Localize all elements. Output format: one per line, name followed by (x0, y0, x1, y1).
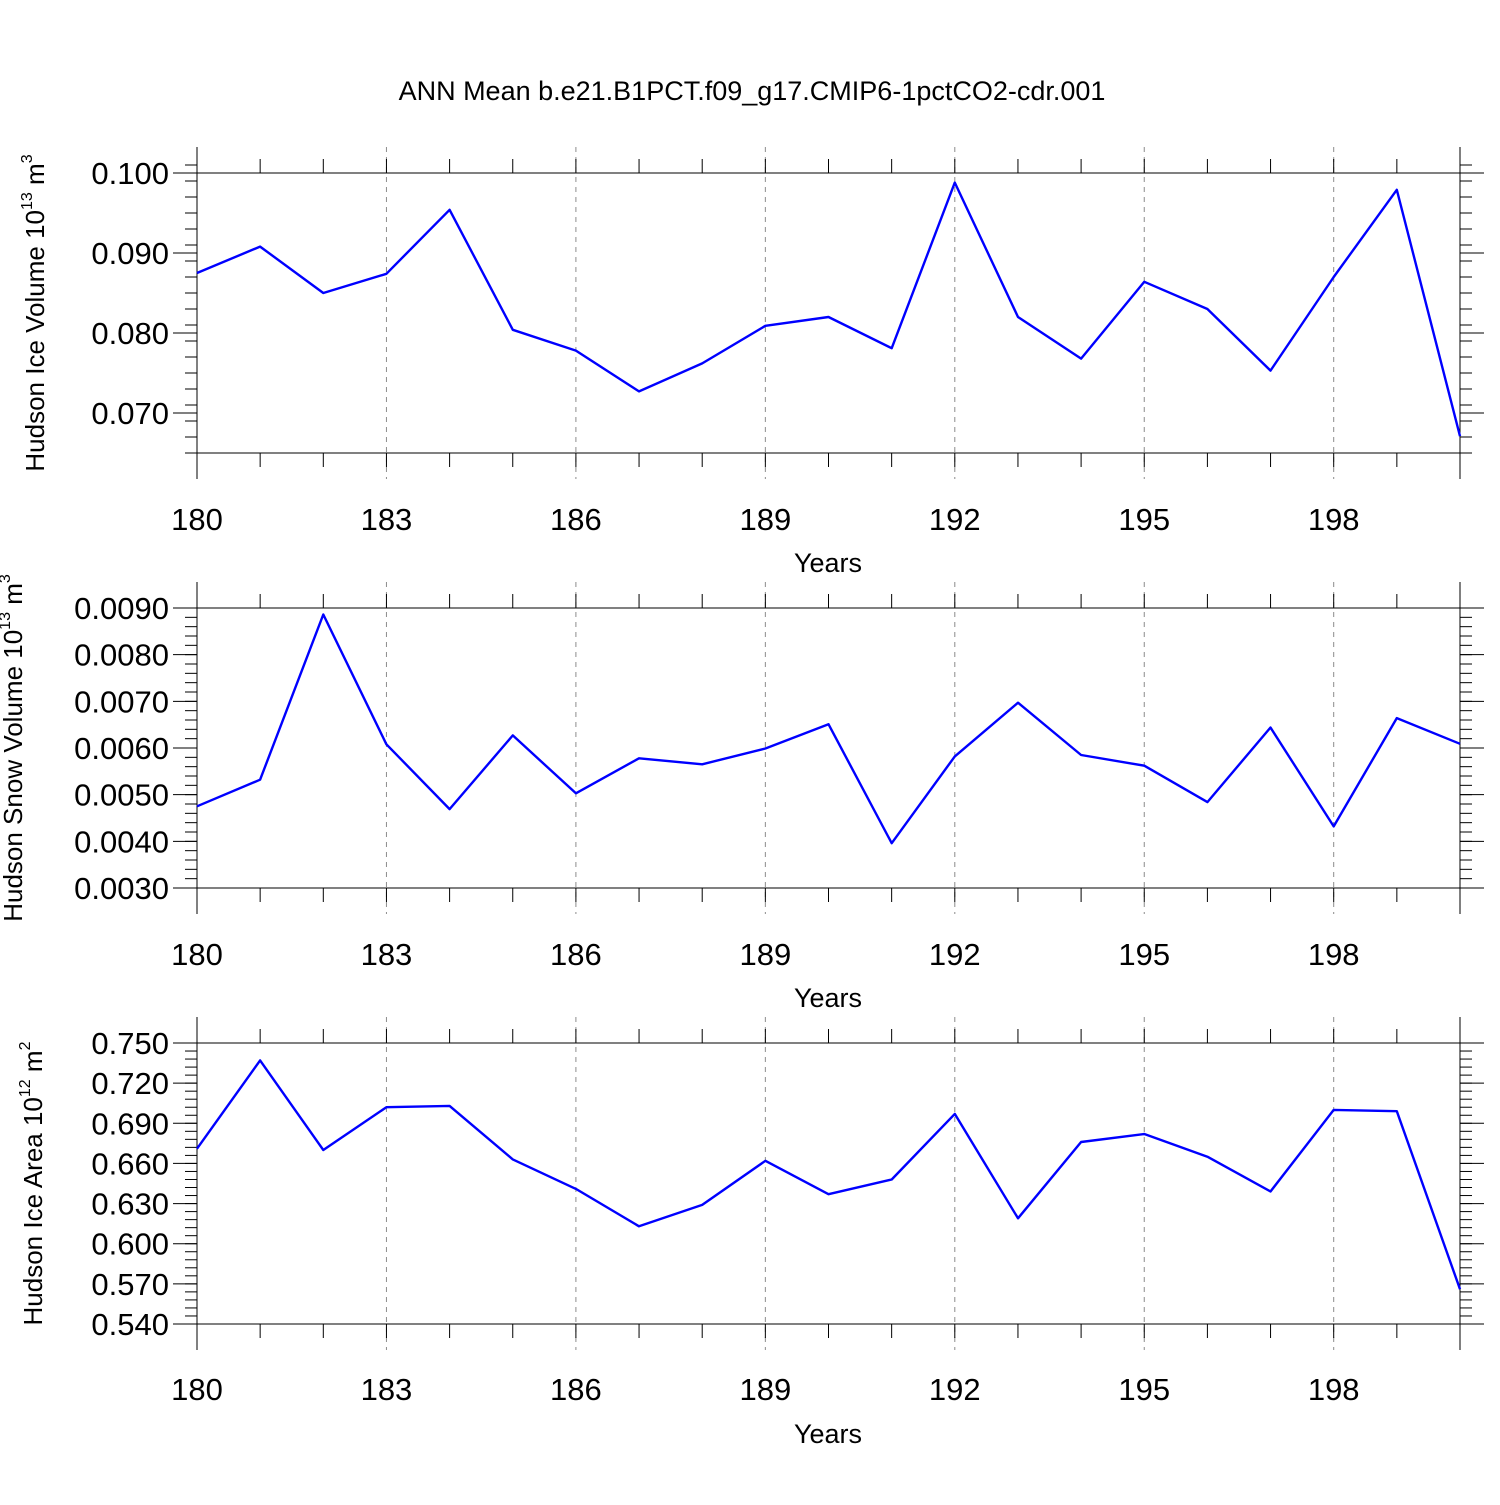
x-tick-label: 189 (739, 502, 791, 537)
panel-1: 0.070 0.080 0.090 0.100 180 183 186 189 192 195 19… (19, 147, 1484, 578)
x-tick-label: 183 (361, 502, 413, 537)
series-line (196, 181, 1462, 437)
x-tick-label: 186 (550, 937, 602, 972)
y-tick-label: 0.630 (91, 1187, 169, 1222)
y-tick-label: 0.0060 (74, 731, 169, 766)
x-tick-label: 183 (361, 1372, 413, 1407)
x-tick-label: 189 (739, 1372, 791, 1407)
x-tick-label: 186 (550, 502, 602, 537)
y-axis-label-part: Hudson Snow Volume 10 (0, 630, 28, 922)
y-axis-label-part: m (0, 583, 28, 612)
y-tick-label: 0.690 (91, 1106, 169, 1141)
x-axis-label: Years (794, 548, 862, 578)
y-tick-label: 0.720 (91, 1066, 169, 1101)
y-tick-label: 0.660 (91, 1146, 169, 1181)
x-tick-label: 183 (361, 937, 413, 972)
x-tick-label: 189 (739, 937, 791, 972)
y-tick-label: 0.070 (91, 396, 169, 431)
series-line (196, 1059, 1462, 1290)
x-axis-label: Years (794, 983, 862, 1013)
x-tick-label: 180 (171, 502, 223, 537)
y-tick-label: 0.0070 (74, 684, 169, 719)
y-tick-label: 0.0080 (74, 638, 169, 673)
x-tick-label: 195 (1118, 937, 1170, 972)
y-axis-label-superscript: 2 (17, 1041, 34, 1050)
y-tick-label: 0.540 (91, 1307, 169, 1342)
panel-3: 0.540 0.570 0.600 0.630 0.660 0.690 0.720 0.750… (17, 1017, 1484, 1449)
x-tick-label: 198 (1308, 937, 1360, 972)
y-tick-label: 0.100 (91, 156, 169, 191)
x-tick-label: 180 (171, 937, 223, 972)
y-axis-label-superscript: 13 (0, 612, 14, 630)
x-tick-label: 192 (929, 1372, 981, 1407)
x-tick-label: 192 (929, 937, 981, 972)
y-axis-label-superscript: 13 (19, 192, 36, 210)
y-tick-label: 0.080 (91, 316, 169, 351)
y-tick-label: 0.0090 (74, 591, 169, 626)
chart-title: ANN Mean b.e21.B1PCT.f09_g17.CMIP6-1pctC… (399, 76, 1106, 106)
x-tick-label: 198 (1308, 502, 1360, 537)
y-axis-label-superscript: 3 (19, 154, 36, 163)
x-tick-label: 186 (550, 1372, 602, 1407)
x-tick-label: 180 (171, 1372, 223, 1407)
y-tick-label: 0.750 (91, 1026, 169, 1061)
y-tick-label: 0.0050 (74, 778, 169, 813)
y-tick-label: 0.0030 (74, 871, 169, 906)
y-axis-label: Hudson Snow Volume 1013 m3 (0, 574, 28, 922)
y-tick-label: 0.570 (91, 1267, 169, 1302)
y-axis-label-part: m (20, 163, 50, 192)
y-tick-label: 0.090 (91, 236, 169, 271)
x-tick-label: 195 (1118, 502, 1170, 537)
y-axis-label: Hudson Ice Area 1012 m2 (17, 1041, 48, 1325)
y-axis-label-part: m (18, 1050, 48, 1079)
series-line (196, 613, 1461, 845)
y-tick-label: 0.600 (91, 1227, 169, 1262)
x-tick-label: 198 (1308, 1372, 1360, 1407)
x-tick-label: 195 (1118, 1372, 1170, 1407)
y-axis-label-part: Hudson Ice Area 10 (18, 1097, 48, 1325)
panel-2: 0.0030 0.0040 0.0050 0.0060 0.0070 0.0080 0.00… (0, 574, 1484, 1013)
x-axis-label: Years (794, 1419, 862, 1449)
y-axis-label-superscript: 12 (17, 1079, 34, 1097)
y-axis-label: Hudson Ice Volume 1013 m3 (19, 154, 50, 471)
x-tick-label: 192 (929, 502, 981, 537)
y-tick-label: 0.0040 (74, 824, 169, 859)
y-axis-label-part: Hudson Ice Volume 10 (20, 210, 50, 472)
y-axis-label-superscript: 3 (0, 574, 14, 583)
